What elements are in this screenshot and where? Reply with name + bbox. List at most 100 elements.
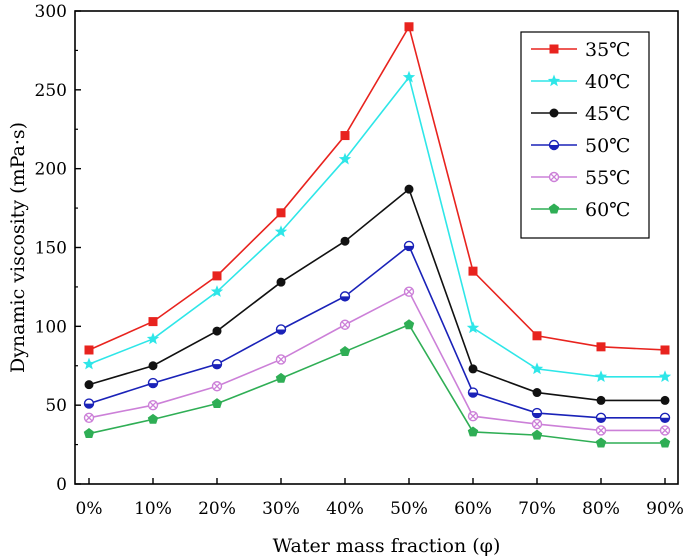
data-point — [82, 357, 96, 370]
series-line — [88, 75, 665, 378]
data-point — [148, 361, 158, 371]
data-point — [403, 286, 415, 297]
legend-item: 50℃ — [531, 135, 630, 157]
data-point — [530, 362, 544, 375]
data-point — [274, 225, 288, 237]
data-point — [532, 331, 542, 341]
data-point — [148, 317, 158, 327]
data-point — [467, 387, 479, 398]
y-tick-label: 200 — [35, 160, 67, 180]
data-point — [531, 429, 543, 440]
legend-label: 55℃ — [585, 167, 630, 189]
y-tick-label: 50 — [45, 396, 67, 416]
data-point — [146, 332, 160, 345]
data-point — [404, 22, 414, 32]
x-tick-label: 40% — [326, 499, 364, 519]
data-point — [211, 398, 223, 409]
data-point — [532, 388, 542, 398]
series-5 — [83, 286, 671, 436]
legend-marker — [548, 139, 560, 151]
x-tick-label: 60% — [454, 499, 492, 519]
data-point — [212, 326, 222, 336]
legend-label: 50℃ — [585, 135, 630, 157]
legend-marker — [547, 74, 561, 87]
x-tick-label: 0% — [76, 499, 103, 519]
series-3 — [84, 184, 670, 405]
data-point — [596, 395, 606, 405]
data-point — [147, 413, 159, 424]
data-point — [275, 372, 287, 383]
data-point — [276, 208, 286, 218]
series-2 — [82, 70, 672, 383]
data-point — [84, 345, 94, 355]
x-tick-label: 50% — [390, 499, 428, 519]
x-axis-title: Water mass fraction (φ) — [273, 535, 501, 557]
series-6 — [83, 319, 671, 448]
series-line — [88, 244, 665, 419]
x-tick-label: 20% — [198, 499, 236, 519]
y-axis-title: Dynamic viscosity (mPa·s) — [7, 122, 29, 373]
data-point — [276, 277, 286, 287]
series-line — [88, 24, 666, 351]
legend-marker — [548, 203, 560, 214]
x-tick-label: 90% — [646, 499, 684, 519]
x-tick-label: 80% — [582, 499, 620, 519]
data-point — [340, 131, 350, 141]
data-point — [210, 285, 224, 297]
data-point — [339, 291, 351, 302]
data-point — [659, 437, 671, 448]
data-point — [467, 426, 479, 437]
data-point — [660, 345, 670, 355]
data-point — [467, 411, 479, 422]
data-point — [468, 266, 478, 276]
data-point — [660, 395, 670, 405]
legend-marker — [549, 44, 559, 54]
data-point — [212, 271, 222, 281]
data-point — [596, 342, 606, 352]
legend-marker — [548, 171, 560, 183]
data-point — [595, 437, 607, 448]
data-point — [147, 377, 159, 389]
y-tick-label: 300 — [35, 2, 67, 22]
legend-marker — [549, 108, 559, 118]
legend-label: 40℃ — [585, 71, 630, 93]
series-1 — [84, 22, 670, 355]
legend: 35℃ 40℃ 45℃ 50℃ 55℃ 60℃ — [520, 31, 650, 239]
data-point — [466, 321, 480, 334]
series-line — [88, 323, 665, 444]
legend-label: 60℃ — [585, 199, 630, 221]
legend-item: 45℃ — [531, 103, 630, 125]
data-point — [659, 412, 671, 423]
data-point — [468, 364, 478, 374]
data-point — [659, 425, 671, 436]
data-point — [84, 380, 94, 390]
data-point — [595, 412, 607, 423]
data-point — [658, 370, 672, 383]
data-point — [211, 381, 223, 392]
data-point — [83, 398, 95, 409]
data-point — [211, 358, 223, 370]
legend-item: 40℃ — [531, 71, 630, 93]
data-point — [531, 407, 543, 419]
series-line — [88, 187, 665, 402]
data-point — [403, 240, 415, 252]
y-tick-label: 100 — [35, 317, 67, 337]
data-point — [339, 319, 351, 330]
data-point — [147, 399, 159, 411]
data-point — [275, 354, 287, 365]
x-tick-label: 70% — [518, 499, 556, 519]
legend-item: 55℃ — [531, 167, 630, 189]
data-point — [403, 319, 415, 330]
data-point — [83, 412, 95, 423]
data-point — [83, 428, 95, 438]
y-tick-label: 0 — [56, 475, 67, 495]
x-tick-label: 30% — [262, 499, 300, 519]
data-point — [402, 70, 416, 83]
data-point — [595, 425, 607, 436]
legend-item: 60℃ — [531, 199, 630, 221]
series-layer — [82, 22, 672, 448]
y-tick-label: 250 — [35, 81, 67, 101]
legend-label: 35℃ — [585, 39, 630, 61]
data-point — [531, 418, 543, 430]
